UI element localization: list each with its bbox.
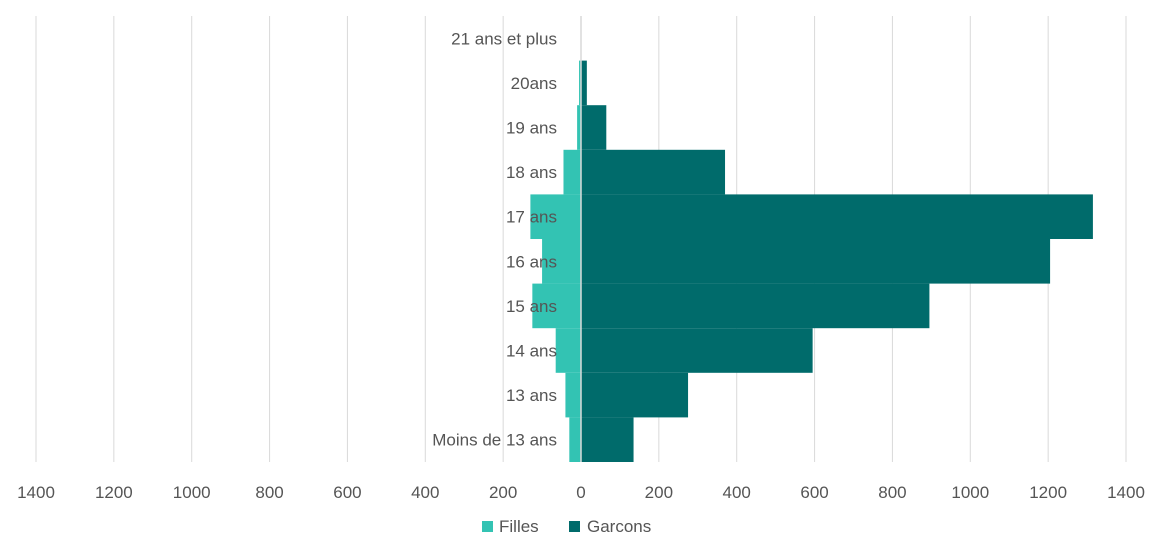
category-label: 15 ans [506,297,557,316]
category-label: 14 ans [506,342,557,361]
bar-garcons [581,328,813,373]
category-label: 18 ans [506,163,557,182]
bar-garcons [581,149,726,195]
bar-filles [532,283,581,329]
x-tick-label: 400 [411,483,439,502]
category-label: 17 ans [506,208,557,227]
x-tick-label: 400 [723,483,751,502]
x-tick-label: 1000 [951,483,989,502]
legend-swatch-garcons [569,521,580,532]
x-tick-label: 200 [645,483,673,502]
bar-garcons [581,239,1051,284]
bar-filles [565,372,581,418]
category-labels: Moins de 13 ans 13 ans 14 ans 15 ans 16 ans 1… [432,29,557,449]
bar-filles [542,239,581,284]
legend: Filles Garcons [482,517,651,536]
bar-garcons [581,372,689,418]
x-tick-label: 1400 [17,483,55,502]
bar-garcons [581,283,930,329]
x-tick-label: 800 [255,483,283,502]
bar-filles [555,328,581,373]
x-tick-label: 600 [800,483,828,502]
x-tick-label: 600 [333,483,361,502]
x-tick-label: 800 [878,483,906,502]
bar-garcons [581,417,634,462]
category-label: 20ans [511,74,557,93]
x-tick-label: 0 [576,483,585,502]
x-tick-label: 1200 [1029,483,1067,502]
x-tick-label: 1000 [173,483,211,502]
bar-filles [579,60,581,106]
category-label: 21 ans et plus [451,29,557,48]
bar-garcons [581,60,587,106]
bar-filles [563,149,581,195]
bars [530,16,1093,462]
bar-garcons [581,105,607,150]
bar-filles [577,105,581,150]
bar-garcons [581,194,1093,239]
category-label: 13 ans [506,386,557,405]
x-tick-label: 1400 [1107,483,1145,502]
bar-filles [569,417,581,462]
x-tick-label: 200 [489,483,517,502]
category-label: 19 ans [506,119,557,138]
category-label: Moins de 13 ans [432,431,557,450]
x-axis-ticks: 1400 1200 1000 800 600 400 200 0 200 400 600 800 100… [17,483,1145,502]
category-label: 16 ans [506,252,557,271]
legend-swatch-filles [482,521,493,532]
legend-label-filles: Filles [499,517,539,536]
bar-filles [530,194,581,239]
legend-label-garcons: Garcons [587,517,651,536]
x-tick-label: 1200 [95,483,133,502]
